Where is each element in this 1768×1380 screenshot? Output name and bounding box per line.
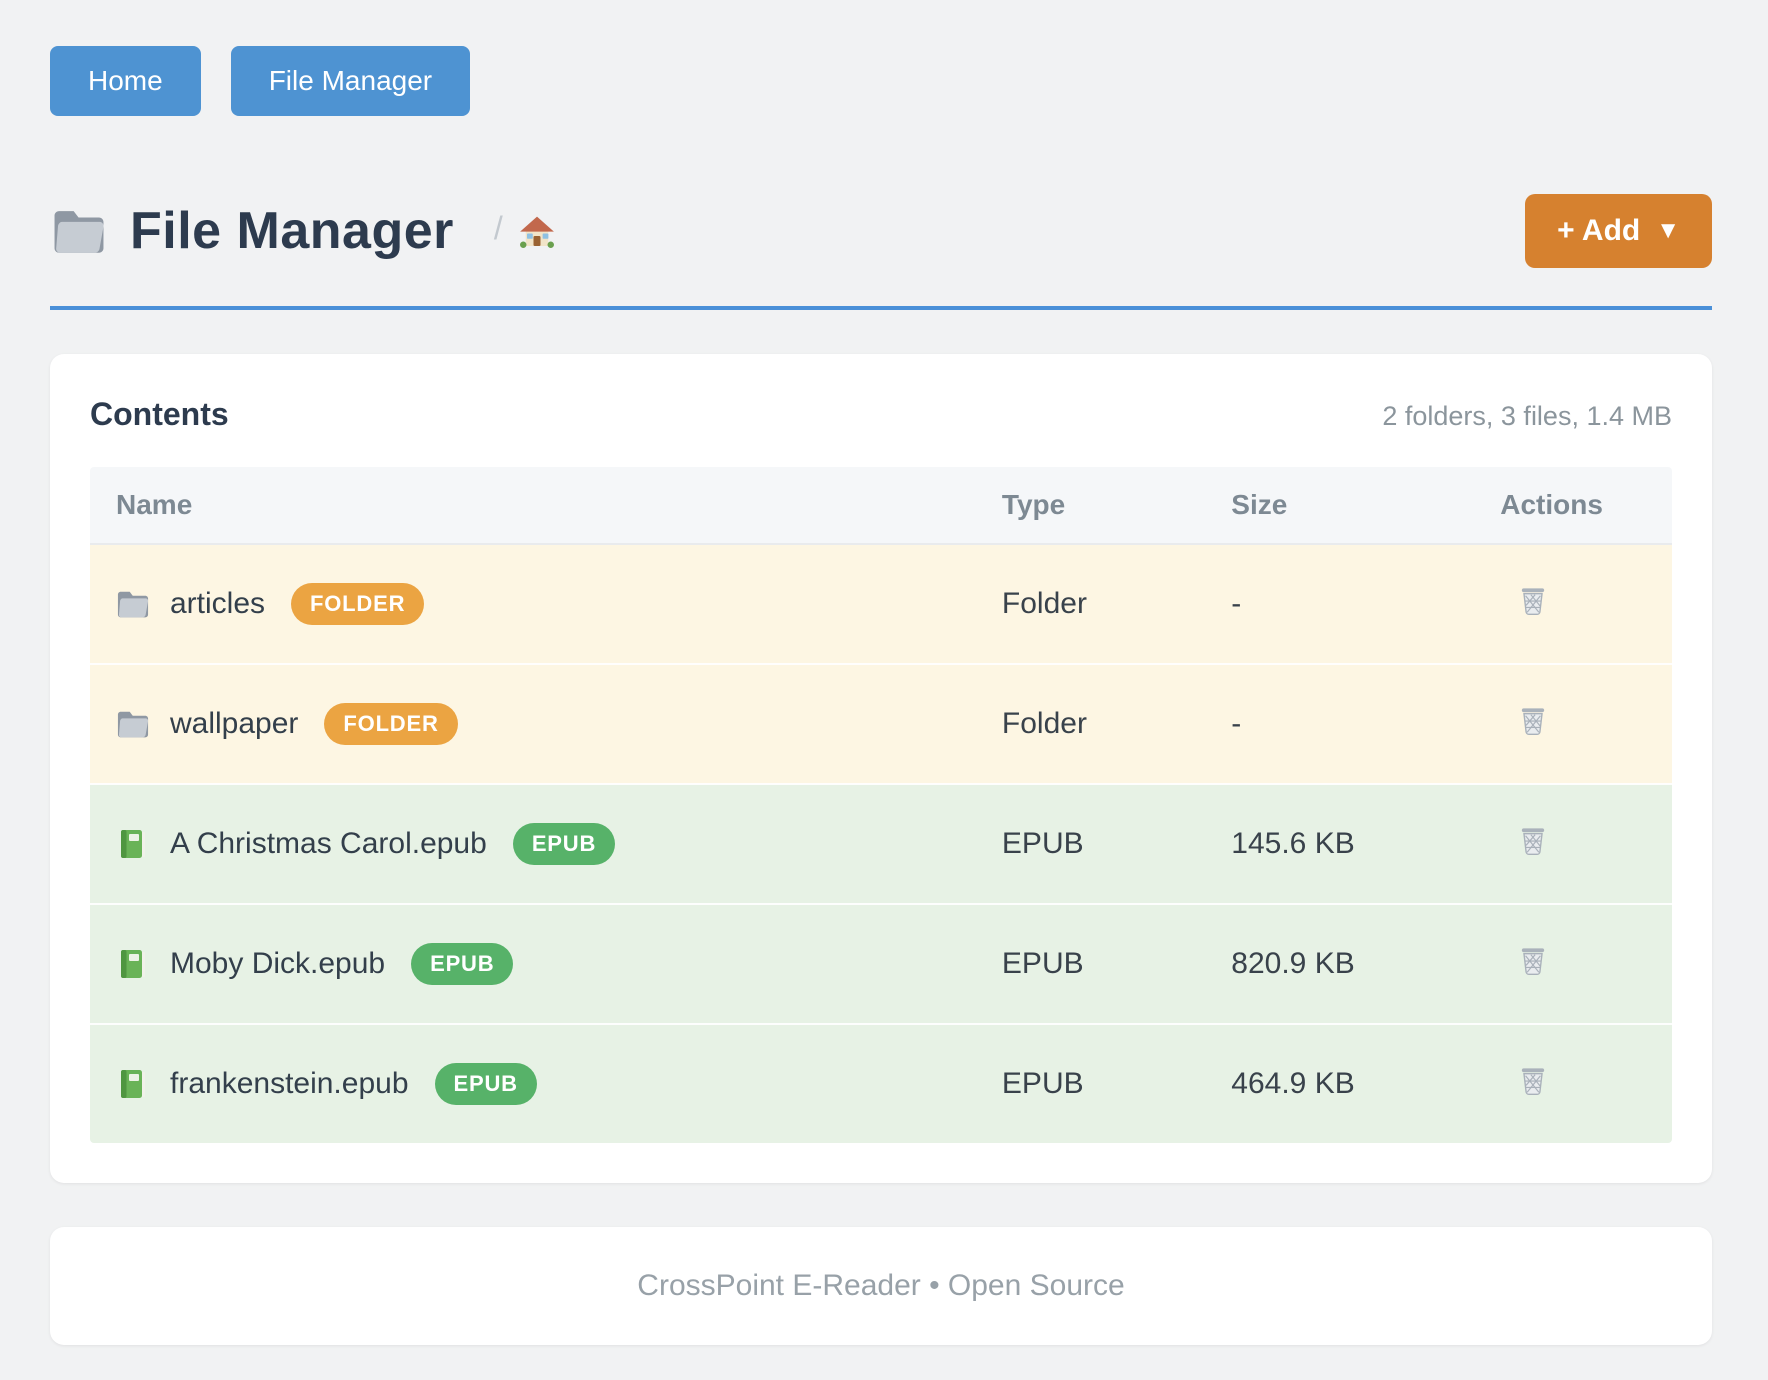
folder-badge: FOLDER (291, 583, 425, 625)
trash-icon (1521, 827, 1546, 856)
file-table: Name Type Size Actions articles FOLDER F… (90, 467, 1672, 1143)
delete-button[interactable] (1516, 1062, 1550, 1098)
table-row[interactable]: A Christmas Carol.epub EPUB EPUB 145.6 K… (90, 783, 1672, 904)
top-nav: Home File Manager (50, 46, 1712, 116)
add-button-label: + Add (1557, 214, 1641, 247)
table-row[interactable]: articles FOLDER Folder - (90, 544, 1672, 664)
chevron-down-icon: ▼ (1656, 217, 1680, 244)
page-title: File Manager (130, 202, 454, 260)
column-header-name: Name (90, 467, 976, 545)
file-name[interactable]: frankenstein.epub (170, 1067, 409, 1100)
header-divider (50, 306, 1712, 310)
footer: CrossPoint E-Reader • Open Source (50, 1227, 1712, 1345)
home-button[interactable]: Home (50, 46, 201, 116)
folder-icon (54, 211, 104, 253)
column-header-actions: Actions (1474, 467, 1672, 545)
file-name[interactable]: wallpaper (170, 707, 299, 740)
size-cell: - (1205, 663, 1475, 784)
delete-button[interactable] (1516, 582, 1550, 618)
trash-icon (1521, 707, 1546, 736)
size-cell: 145.6 KB (1205, 783, 1475, 904)
table-row[interactable]: Moby Dick.epub EPUB EPUB 820.9 KB (90, 903, 1672, 1024)
trash-icon (1521, 587, 1546, 616)
page-header: File Manager / + Add ▼ (50, 194, 1712, 268)
delete-button[interactable] (1516, 942, 1550, 978)
size-cell: - (1231, 587, 1242, 620)
epub-badge: EPUB (512, 823, 616, 865)
book-icon (121, 950, 145, 978)
table-row[interactable]: frankenstein.epub EPUB EPUB 464.9 KB (90, 1023, 1672, 1143)
delete-button[interactable] (1516, 822, 1550, 858)
file-name[interactable]: A Christmas Carol.epub (170, 827, 487, 860)
breadcrumb-separator: / (493, 209, 503, 246)
footer-text: CrossPoint E-Reader • Open Source (637, 1269, 1125, 1302)
contents-summary: 2 folders, 3 files, 1.4 MB (1382, 401, 1672, 431)
breadcrumb: / (494, 210, 557, 253)
column-header-size: Size (1205, 467, 1475, 545)
type-cell: EPUB (975, 1023, 1206, 1143)
type-cell: EPUB (975, 903, 1206, 1024)
trash-icon (1521, 947, 1546, 976)
size-cell: 464.9 KB (1205, 1023, 1475, 1143)
contents-card: Contents 2 folders, 3 files, 1.4 MB Name… (50, 354, 1712, 1183)
house-icon[interactable] (517, 211, 557, 251)
file-name[interactable]: articles (170, 587, 266, 620)
epub-badge: EPUB (411, 943, 514, 985)
book-icon (121, 830, 145, 858)
folder-icon (117, 591, 149, 618)
epub-badge: EPUB (434, 1063, 537, 1105)
card-title: Contents (90, 396, 229, 432)
book-icon (121, 1070, 145, 1098)
trash-icon (1521, 1067, 1546, 1096)
type-cell: Folder (1001, 587, 1087, 620)
delete-button[interactable] (1516, 702, 1550, 738)
type-cell: Folder (975, 663, 1206, 784)
file-name[interactable]: Moby Dick.epub (170, 947, 386, 980)
file-manager-button[interactable]: File Manager (230, 46, 471, 116)
folder-icon (117, 711, 149, 738)
type-cell: EPUB (975, 783, 1206, 904)
column-header-type: Type (975, 467, 1206, 545)
folder-badge: FOLDER (324, 703, 458, 745)
table-header-row: Name Type Size Actions (90, 467, 1672, 545)
table-row[interactable]: wallpaper FOLDER Folder - (90, 663, 1672, 784)
size-cell: 820.9 KB (1205, 903, 1475, 1024)
add-button[interactable]: + Add ▼ (1525, 194, 1712, 268)
